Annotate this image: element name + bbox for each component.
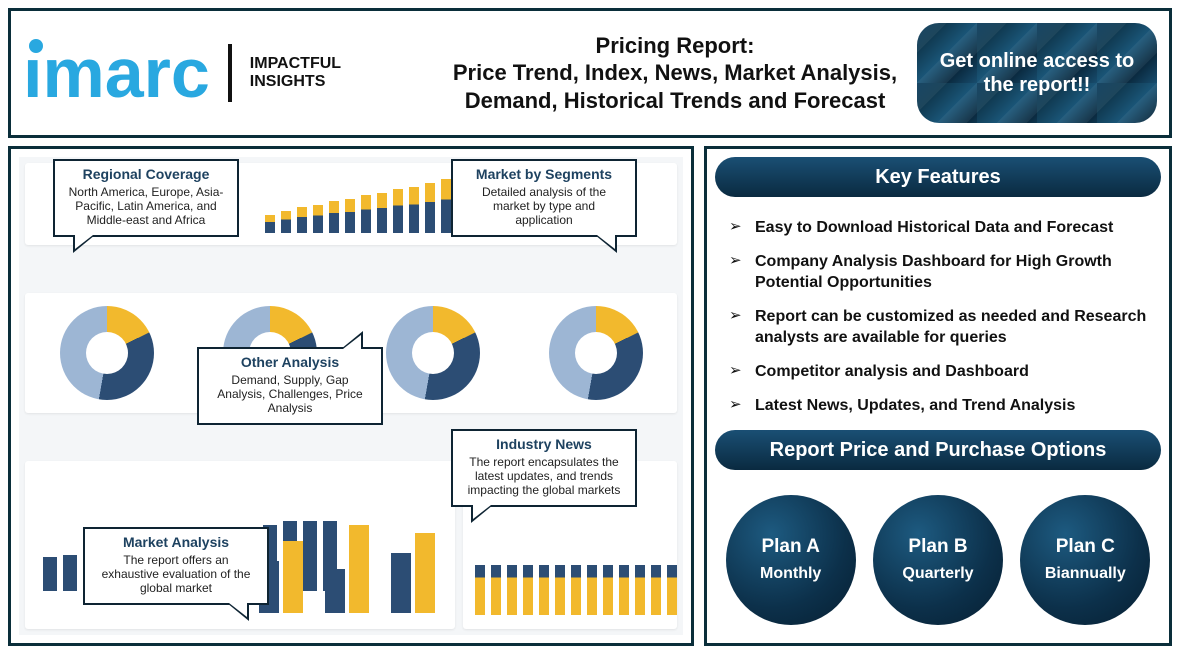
callout-title: Market by Segments [463,166,625,182]
callout-other-analysis: Other Analysis Demand, Supply, Gap Analy… [197,347,383,425]
callout-body: The report encapsulates the latest updat… [463,455,625,497]
feature-item: Latest News, Updates, and Trend Analysis [729,389,1151,423]
logo-divider-icon [228,44,232,102]
key-features-list: Easy to Download Historical Data and For… [715,205,1161,430]
feature-item: Report can be customized as needed and R… [729,300,1151,355]
plan-name: Plan A [761,536,819,559]
callout-title: Regional Coverage [65,166,227,182]
plan-frequency: Quarterly [902,564,973,583]
plan-frequency: Biannually [1045,564,1126,583]
pricing-header: Report Price and Purchase Options [715,430,1161,470]
callout-market-analysis: Market Analysis The report offers an exh… [83,527,269,605]
pricing-plan-button[interactable]: Plan B Quarterly [873,495,1003,625]
donut-chart-icon [549,306,643,400]
callout-body: Detailed analysis of the market by type … [463,185,625,227]
logo-tagline: IMPACTFUL INSIGHTS [250,55,341,90]
donut-chart-icon [60,306,154,400]
logo-word: ımarc [23,34,210,112]
callout-industry-news: Industry News The report encapsulates th… [451,429,637,507]
callout-market-segments: Market by Segments Detailed analysis of … [451,159,637,237]
feature-item: Competitor analysis and Dashboard [729,355,1151,389]
tagline-line: IMPACTFUL [250,55,341,73]
tagline-line: INSIGHTS [250,73,341,91]
header: ımarc IMPACTFUL INSIGHTS Pricing Report:… [8,8,1172,138]
pricing-plan-button[interactable]: Plan A Monthly [726,495,856,625]
key-features-header: Key Features [715,157,1161,197]
plan-name: Plan C [1056,536,1115,559]
callout-body: The report offers an exhaustive evaluati… [95,553,257,595]
get-access-button[interactable]: Get online access to the report!! [917,23,1157,123]
callout-body: Demand, Supply, Gap Analysis, Challenges… [209,373,371,415]
donut-chart-icon [386,306,480,400]
callout-title: Market Analysis [95,534,257,550]
cta-label: Get online access to the report!! [935,49,1139,97]
pricing-plan-button[interactable]: Plan C Biannually [1020,495,1150,625]
page-title: Pricing Report: Price Trend, Index, News… [447,32,903,115]
callout-title: Other Analysis [209,354,371,370]
callout-title: Industry News [463,436,625,452]
feature-item: Easy to Download Historical Data and For… [729,211,1151,245]
plan-frequency: Monthly [760,564,821,583]
main: Regional Coverage North America, Europe,… [8,146,1172,646]
paired-bars-icon [259,523,435,613]
stacked-bars-icon [475,525,683,615]
dashboard-preview-panel: Regional Coverage North America, Europe,… [8,146,694,646]
logo-dot-icon [29,39,43,53]
callout-regional-coverage: Regional Coverage North America, Europe,… [53,159,239,237]
bar-chart-icon [265,177,451,233]
plan-name: Plan B [908,536,967,559]
info-panel: Key Features Easy to Download Historical… [704,146,1172,646]
brand-logo: ımarc IMPACTFUL INSIGHTS [23,33,433,113]
logo-wordmark: ımarc [23,33,210,113]
feature-item: Company Analysis Dashboard for High Grow… [729,245,1151,300]
pricing-plans: Plan A Monthly Plan B Quarterly Plan C Biannu… [715,478,1161,635]
callout-body: North America, Europe, Asia-Pacific, Lat… [65,185,227,227]
